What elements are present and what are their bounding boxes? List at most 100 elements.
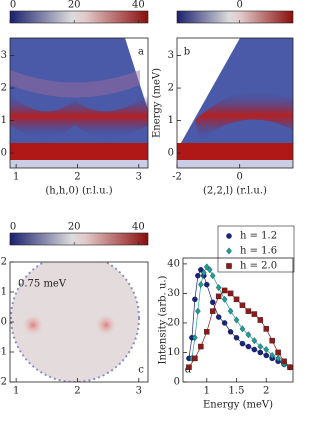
heatmap-image <box>177 38 293 168</box>
y-tick-label: 10 <box>167 347 180 358</box>
marker <box>201 269 207 277</box>
legend-label: h = 1.2 <box>240 231 277 242</box>
colorbar-tick-label: 0 <box>10 0 16 11</box>
y-tick-label: -1 <box>0 347 7 358</box>
panel-label: b <box>184 47 190 58</box>
colorbar-tick-label: 20 <box>68 222 81 233</box>
y-tick-label: 0 <box>174 377 180 388</box>
y-tick-label: 1 <box>168 115 174 126</box>
panel-label: c <box>138 365 144 376</box>
x-axis-label: (2,2,l) (r.l.u.) <box>203 186 267 197</box>
marker <box>221 320 228 326</box>
marker <box>209 272 216 280</box>
marker <box>209 299 216 306</box>
colorbar <box>9 10 149 24</box>
colorbar <box>9 232 149 246</box>
marker <box>227 307 234 315</box>
marker <box>192 355 198 362</box>
y-tick-label: 3 <box>1 50 7 61</box>
marker <box>257 349 264 356</box>
marker <box>198 343 204 350</box>
x-tick-label: 1 <box>204 386 210 397</box>
marker <box>263 326 269 332</box>
x-tick-label: 1 <box>13 386 19 397</box>
marker <box>227 290 234 297</box>
marker <box>215 293 222 300</box>
colorbar-tick-label: 0 <box>10 222 16 233</box>
heatmap-image <box>10 262 140 382</box>
axes-frame <box>176 37 294 169</box>
y-tick-label: 0 <box>1 148 7 159</box>
y-axis-label: Energy (meV) <box>152 68 163 138</box>
x-tick-label: 2 <box>74 386 80 397</box>
marker <box>275 354 281 362</box>
marker <box>269 351 275 359</box>
heatmap-image <box>10 38 148 168</box>
y-tick-label: 3 <box>168 50 174 61</box>
y-tick-label: 2 <box>1 83 7 94</box>
annotation: 0.75 meV <box>18 279 67 290</box>
y-tick-label: 2 <box>168 83 174 94</box>
marker <box>204 329 210 335</box>
marker <box>221 295 228 303</box>
legend-label: h = 2.0 <box>240 261 277 272</box>
y-tick-label: 20 <box>167 317 180 328</box>
y-tick-label: 2 <box>1 257 7 268</box>
marker <box>245 308 252 314</box>
marker <box>245 331 252 339</box>
colorbar-tick-label: 20 <box>68 0 81 11</box>
marker <box>204 281 210 288</box>
marker <box>239 302 246 308</box>
marker <box>263 346 270 353</box>
legend-label: h = 1.6 <box>240 246 277 257</box>
marker <box>245 343 252 350</box>
colorbar-tick-label: 40 <box>132 222 145 233</box>
x-axis-label: (h,h,0) (r.l.u.) <box>45 186 112 197</box>
y-tick-label: 30 <box>167 288 180 299</box>
marker <box>269 337 275 344</box>
marker <box>215 284 222 291</box>
colorbar-tick-label: 40 <box>132 0 145 11</box>
marker <box>198 281 204 289</box>
y-tick-label: 1 <box>1 115 7 126</box>
marker <box>206 266 213 274</box>
marker <box>226 263 232 269</box>
x-tick-label: 3 <box>136 172 142 183</box>
marker <box>233 296 240 303</box>
x-tick-label: 1.5 <box>229 386 245 397</box>
marker <box>209 308 216 314</box>
x-tick-label: 2 <box>263 386 269 397</box>
x-tick-label: 3 <box>136 386 142 397</box>
y-tick-label: -2 <box>0 377 7 388</box>
series-line <box>188 290 291 368</box>
colorbar <box>176 10 294 24</box>
marker <box>233 316 240 324</box>
marker <box>257 317 264 323</box>
marker <box>275 349 281 356</box>
x-tick-label: 1 <box>13 172 19 183</box>
marker <box>221 287 228 294</box>
axes-frame <box>182 257 294 383</box>
marker <box>239 340 246 347</box>
y-axis-label: Intensity (arb. u.) <box>158 275 169 364</box>
colorbar-tick-label: 0 <box>237 0 243 11</box>
marker <box>281 358 287 365</box>
marker <box>195 307 201 315</box>
y-tick-label: 40 <box>167 258 180 269</box>
x-tick-label: -2 <box>172 172 182 183</box>
panel-label: d <box>185 365 192 376</box>
y-tick-label: 0 <box>1 317 7 328</box>
marker <box>195 272 201 279</box>
panel-label: a <box>138 47 144 58</box>
marker <box>257 343 264 351</box>
x-axis-label: Energy (meV) <box>203 400 273 411</box>
axes-frame <box>9 37 149 169</box>
marker <box>192 296 198 303</box>
marker <box>215 314 222 320</box>
marker <box>287 364 293 370</box>
x-tick-label: 2 <box>74 172 80 183</box>
y-tick-label: 0 <box>168 148 174 159</box>
marker <box>192 334 198 342</box>
y-tick-label: 1 <box>1 287 7 298</box>
